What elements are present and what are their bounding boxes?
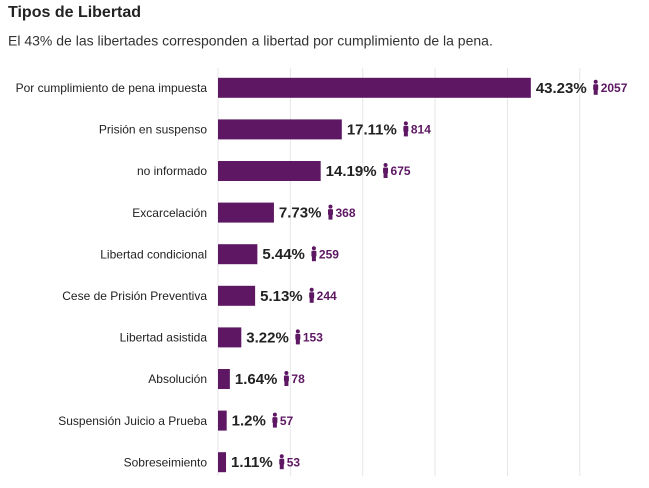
person-icon — [593, 79, 599, 95]
person-icon — [295, 329, 301, 345]
icon-legs — [311, 256, 316, 262]
bar — [218, 161, 321, 181]
icon-head — [295, 329, 300, 334]
person-icon — [283, 371, 289, 386]
chart-subtitle: El 43% de las libertades corresponden a … — [8, 33, 493, 49]
person-icon — [309, 287, 315, 303]
icon-legs — [284, 381, 289, 386]
person-icon — [327, 204, 333, 220]
value-label: 43.23% — [536, 80, 587, 97]
icon-body — [295, 333, 301, 340]
bar — [218, 410, 227, 431]
category-label: Absolución — [148, 372, 207, 386]
person-icon — [279, 454, 285, 470]
icon-legs — [383, 173, 388, 178]
category-label: no informado — [137, 164, 207, 178]
icon-body — [279, 458, 285, 465]
value-label: 3.22% — [246, 329, 289, 346]
chart-title: Tipos de Libertad — [8, 4, 141, 21]
icon-head — [403, 121, 408, 126]
category-label: Excarcelación — [132, 206, 207, 220]
icon-head — [383, 163, 388, 167]
person-icon — [383, 163, 389, 178]
value-label: 1.64% — [235, 371, 278, 388]
icon-head — [279, 454, 284, 459]
icon-body — [283, 375, 289, 382]
icon-legs — [309, 297, 314, 303]
count-label: 57 — [280, 414, 294, 428]
count-label: 244 — [317, 289, 337, 303]
icon-legs — [403, 131, 408, 137]
icon-body — [311, 250, 317, 257]
count-label: 814 — [411, 123, 431, 137]
icon-body — [327, 209, 333, 216]
person-icon — [272, 412, 278, 428]
bar — [218, 202, 274, 223]
icon-body — [383, 167, 389, 174]
icon-legs — [272, 422, 277, 428]
count-label: 368 — [335, 206, 355, 220]
icon-body — [593, 84, 599, 91]
bar — [218, 244, 258, 265]
icon-legs — [295, 339, 300, 345]
count-label: 2057 — [601, 81, 628, 95]
category-label: Libertad condicional — [100, 247, 207, 261]
count-label: 259 — [319, 247, 339, 261]
person-icon — [311, 246, 317, 262]
count-label: 53 — [287, 455, 301, 469]
value-label: 1.2% — [232, 413, 266, 430]
bar — [218, 119, 342, 140]
bar — [218, 369, 230, 389]
icon-head — [272, 412, 277, 417]
category-label: Sobreseimiento — [124, 455, 208, 469]
value-label: 1.11% — [231, 454, 273, 471]
bar — [218, 285, 256, 306]
category-label: Prisión en suspenso — [99, 123, 207, 137]
bar — [218, 327, 242, 348]
icon-body — [309, 292, 315, 299]
category-label: Suspensión Juicio a Prueba — [58, 414, 207, 428]
bar — [218, 452, 227, 473]
icon-head — [309, 287, 314, 292]
value-label: 14.19% — [326, 163, 377, 180]
icon-head — [593, 79, 598, 84]
icon-body — [403, 125, 409, 132]
icon-legs — [328, 214, 333, 220]
bar — [218, 77, 531, 98]
value-label: 7.73% — [279, 205, 322, 222]
value-label: 5.13% — [260, 288, 303, 305]
count-label: 675 — [391, 164, 411, 178]
icon-legs — [279, 464, 284, 470]
icon-head — [328, 204, 333, 209]
icon-body — [272, 417, 278, 424]
category-label: Cese de Prisión Preventiva — [62, 289, 207, 303]
category-label: Libertad asistida — [120, 331, 208, 345]
value-label: 17.11% — [347, 121, 397, 138]
count-label: 78 — [291, 372, 305, 386]
value-label: 5.44% — [262, 246, 305, 263]
icon-legs — [593, 89, 598, 95]
icon-head — [311, 246, 316, 251]
person-icon — [403, 121, 409, 137]
count-label: 153 — [303, 331, 323, 345]
category-label: Por cumplimiento de pena impuesta — [16, 81, 208, 95]
icon-head — [284, 371, 289, 375]
